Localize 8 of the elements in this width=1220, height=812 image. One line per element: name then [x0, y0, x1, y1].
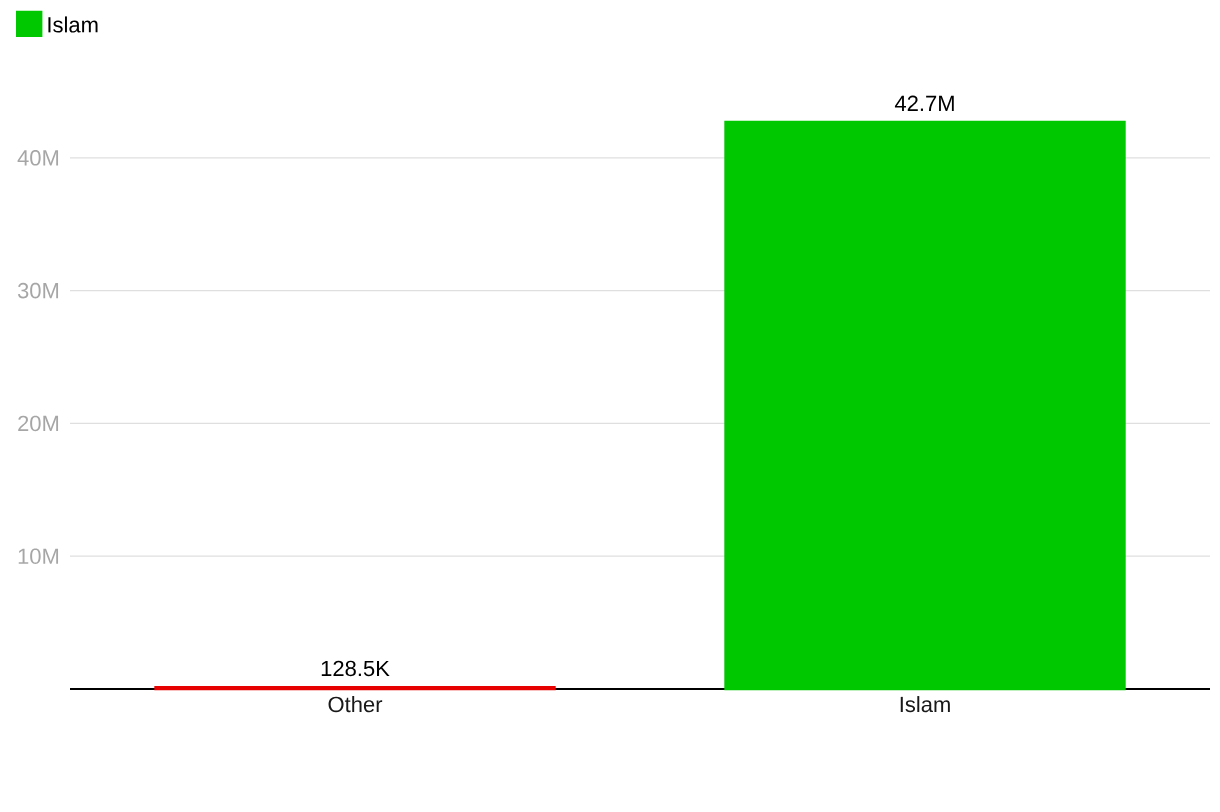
- y-tick-label: 30M: [17, 282, 59, 299]
- data-label: 128.5K: [321, 660, 390, 677]
- data-label: 42.7M: [894, 95, 954, 111]
- legend-label: Islam: [48, 16, 98, 33]
- x-tick-label: Other: [328, 696, 383, 713]
- y-tick-label: 10M: [18, 548, 59, 564]
- y-tick-label: 40M: [17, 150, 59, 166]
- y-tick-label: 20M: [18, 415, 59, 432]
